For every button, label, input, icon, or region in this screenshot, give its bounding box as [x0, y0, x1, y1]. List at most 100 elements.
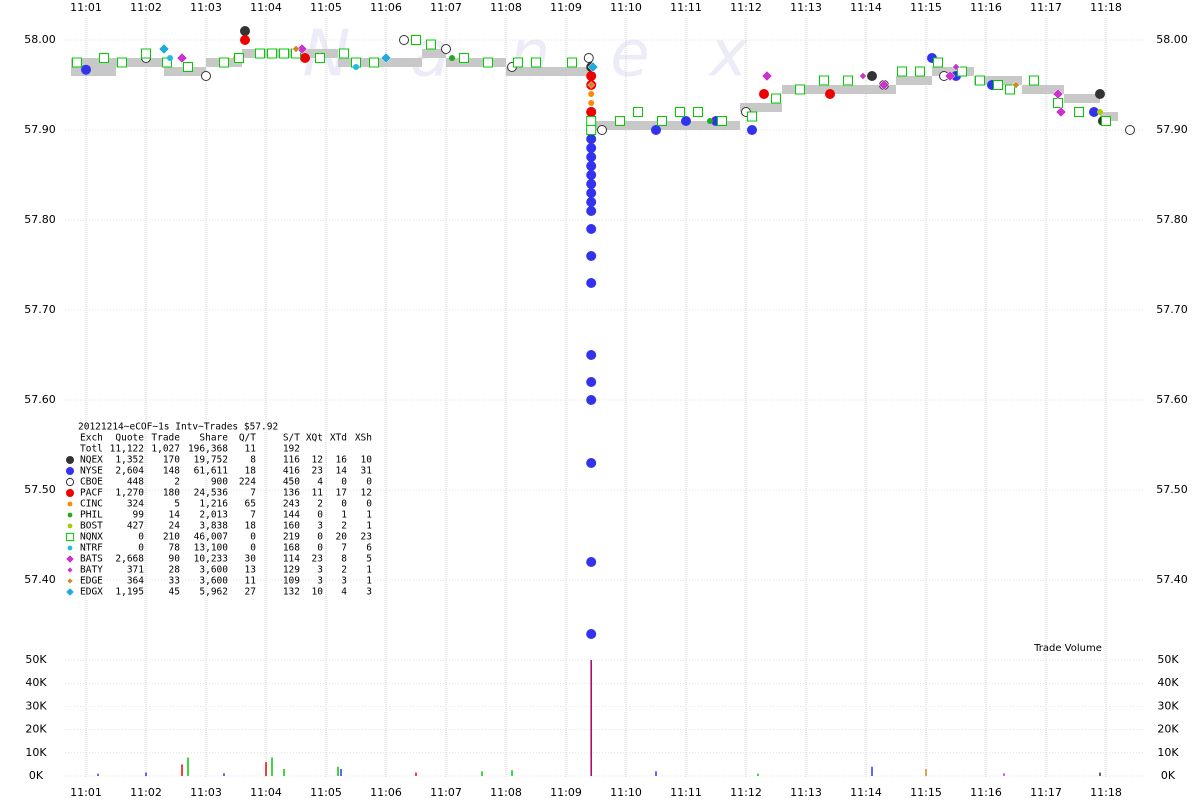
table-cell: 30	[245, 554, 257, 565]
table-cell: 3,600	[199, 576, 228, 587]
quote-band	[116, 58, 164, 67]
x-tick-label: 11:12	[730, 786, 762, 799]
watermark: Nanex	[303, 18, 808, 92]
legend-marker	[66, 566, 74, 574]
trade-marker	[399, 35, 409, 45]
table-cell: 0	[341, 499, 347, 510]
table-cell: 13,100	[194, 543, 229, 554]
table-cell: 2	[341, 565, 347, 576]
table-cell: 13	[245, 565, 256, 576]
trade-marker	[459, 53, 469, 63]
trade-marker	[449, 55, 455, 61]
trade-marker	[586, 125, 597, 135]
trade-marker	[279, 48, 289, 59]
trade-marker	[587, 81, 596, 89]
table-cell: 148	[163, 466, 180, 477]
table-total: 196,368	[188, 444, 228, 455]
y-tick-label: 57.70	[24, 303, 56, 316]
quote-band	[1022, 85, 1064, 94]
trade-marker	[300, 53, 310, 63]
table-cell: 450	[283, 477, 300, 488]
y-tick-label: 58.00	[1156, 33, 1188, 46]
x-tick-label: 11:03	[190, 786, 222, 799]
trade-marker	[586, 134, 597, 144]
trade-marker	[531, 57, 541, 68]
trade-marker	[586, 629, 597, 639]
volume-tick-label: 40K	[1157, 676, 1179, 689]
table-cell: 65	[245, 499, 256, 510]
table-cell: 109	[283, 576, 300, 587]
table-cell: 24	[169, 521, 181, 532]
x-tick-label: 11:18	[1090, 1, 1122, 14]
trade-marker	[586, 179, 597, 189]
table-cell: 24,536	[194, 488, 229, 499]
trade-marker	[81, 64, 91, 75]
table-cell: 5	[174, 499, 180, 510]
table-total: 11	[245, 444, 257, 455]
trade-marker	[615, 116, 625, 126]
table-cell: 144	[283, 510, 300, 521]
trade-marker	[586, 143, 597, 153]
legend-marker	[65, 477, 75, 487]
volume-bar	[871, 766, 873, 776]
trade-marker	[426, 39, 436, 50]
x-tick-label: 11:16	[970, 1, 1002, 14]
quote-band	[548, 67, 590, 76]
trade-marker	[1089, 107, 1099, 117]
x-tick-label: 11:18	[1090, 786, 1122, 799]
trade-marker	[897, 66, 907, 77]
y-tick-label: 57.90	[1156, 123, 1188, 136]
table-cell: 1	[366, 576, 372, 587]
trade-marker	[201, 71, 211, 81]
table-header: XTd	[330, 433, 347, 444]
volume-tick-label: 20K	[1157, 723, 1179, 736]
trade-marker	[296, 43, 308, 55]
table-cell: 45	[169, 587, 180, 598]
table-total: 1,027	[151, 444, 180, 455]
table-cell: 0	[138, 532, 144, 543]
table-cell: 11	[312, 488, 324, 499]
trade-marker	[693, 107, 703, 117]
trade-marker	[586, 116, 597, 126]
trade-marker	[859, 72, 867, 80]
quote-band	[1064, 94, 1100, 103]
table-cell: 136	[283, 488, 300, 499]
trade-marker	[586, 395, 597, 405]
x-tick-label: 11:05	[310, 1, 342, 14]
volume-bar	[265, 762, 267, 776]
table-cell: 31	[361, 466, 373, 477]
table-header: Trade	[151, 433, 180, 444]
trade-marker	[240, 26, 250, 36]
quote-band	[422, 49, 446, 58]
table-cell: 0	[317, 510, 323, 521]
legend-marker	[67, 523, 73, 529]
quote-band	[662, 121, 704, 130]
trade-marker	[825, 89, 835, 99]
table-cell: 18	[245, 521, 257, 532]
x-tick-label: 11:11	[670, 1, 702, 14]
table-cell: 1,216	[199, 499, 228, 510]
legend-marker	[67, 512, 73, 518]
table-cell: 16	[336, 455, 348, 466]
table-cell: 46,007	[194, 532, 228, 543]
x-tick-label: 11:07	[430, 1, 462, 14]
trade-marker	[167, 55, 173, 61]
table-cell: 23	[312, 554, 323, 565]
trade-marker	[761, 70, 773, 82]
table-header: Share	[199, 433, 228, 444]
volume-bar	[271, 757, 273, 776]
table-cell: 0	[138, 543, 144, 554]
volume-tick-label: 20K	[25, 723, 47, 736]
table-cell: 371	[127, 565, 144, 576]
table-cell: 19,752	[194, 455, 228, 466]
trade-marker	[219, 57, 229, 68]
table-cell: 1	[366, 565, 372, 576]
volume-bar	[590, 660, 592, 776]
trade-marker	[1097, 109, 1103, 115]
table-cell: 3	[317, 521, 323, 532]
table-cell: 27	[245, 587, 256, 598]
table-cell: 33	[169, 576, 180, 587]
volume-bar	[145, 772, 147, 776]
legend-marker	[65, 587, 75, 597]
